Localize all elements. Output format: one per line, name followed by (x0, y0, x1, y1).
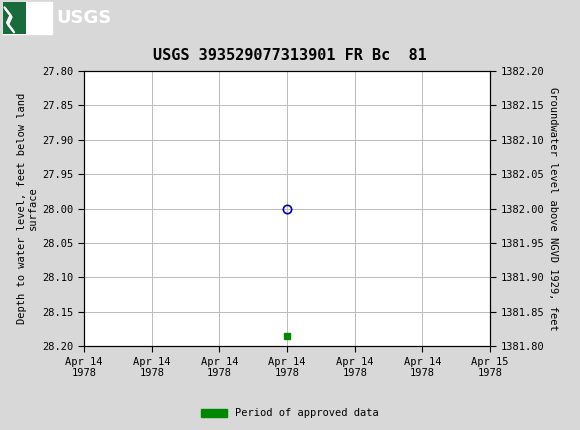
FancyBboxPatch shape (3, 2, 52, 34)
Text: USGS: USGS (57, 9, 112, 27)
Y-axis label: Groundwater level above NGVD 1929, feet: Groundwater level above NGVD 1929, feet (549, 87, 559, 330)
Legend: Period of approved data: Period of approved data (197, 404, 383, 423)
FancyBboxPatch shape (3, 2, 26, 34)
Text: USGS 393529077313901 FR Bc  81: USGS 393529077313901 FR Bc 81 (153, 48, 427, 63)
Y-axis label: Depth to water level, feet below land
surface: Depth to water level, feet below land su… (17, 93, 38, 324)
